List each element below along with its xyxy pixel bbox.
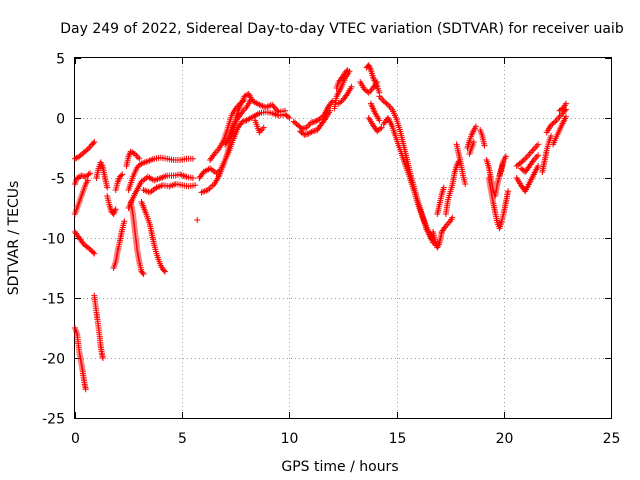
y-axis-label: SDTVAR / TECUs <box>6 181 22 296</box>
y-tick-label: 5 <box>56 52 65 68</box>
x-tick-label: 20 <box>496 431 514 447</box>
x-tick-label: 0 <box>71 431 80 447</box>
y-tick-label: -5 <box>51 172 65 188</box>
y-tick-label: -25 <box>42 412 65 428</box>
y-tick-label: -15 <box>42 292 65 308</box>
y-tick-label: 0 <box>56 112 65 128</box>
x-tick-label: 5 <box>178 431 187 447</box>
data-point-markers <box>72 62 569 393</box>
x-tick-label: 15 <box>389 431 407 447</box>
y-axis-ticks: -25 -20 -15 -10 -5 0 5 <box>42 52 611 428</box>
y-tick-label: -10 <box>42 232 65 248</box>
x-axis-label: GPS time / hours <box>281 459 398 475</box>
chart-title: Day 249 of 2022, Sidereal Day-to-day VTE… <box>60 21 624 37</box>
x-tick-label: 10 <box>281 431 299 447</box>
plot-frame <box>74 57 612 419</box>
x-axis-ticks: 0 5 10 15 20 25 <box>71 58 620 447</box>
x-tick-label: 25 <box>603 431 621 447</box>
y-tick-label: -20 <box>42 352 65 368</box>
data-points <box>72 62 569 393</box>
